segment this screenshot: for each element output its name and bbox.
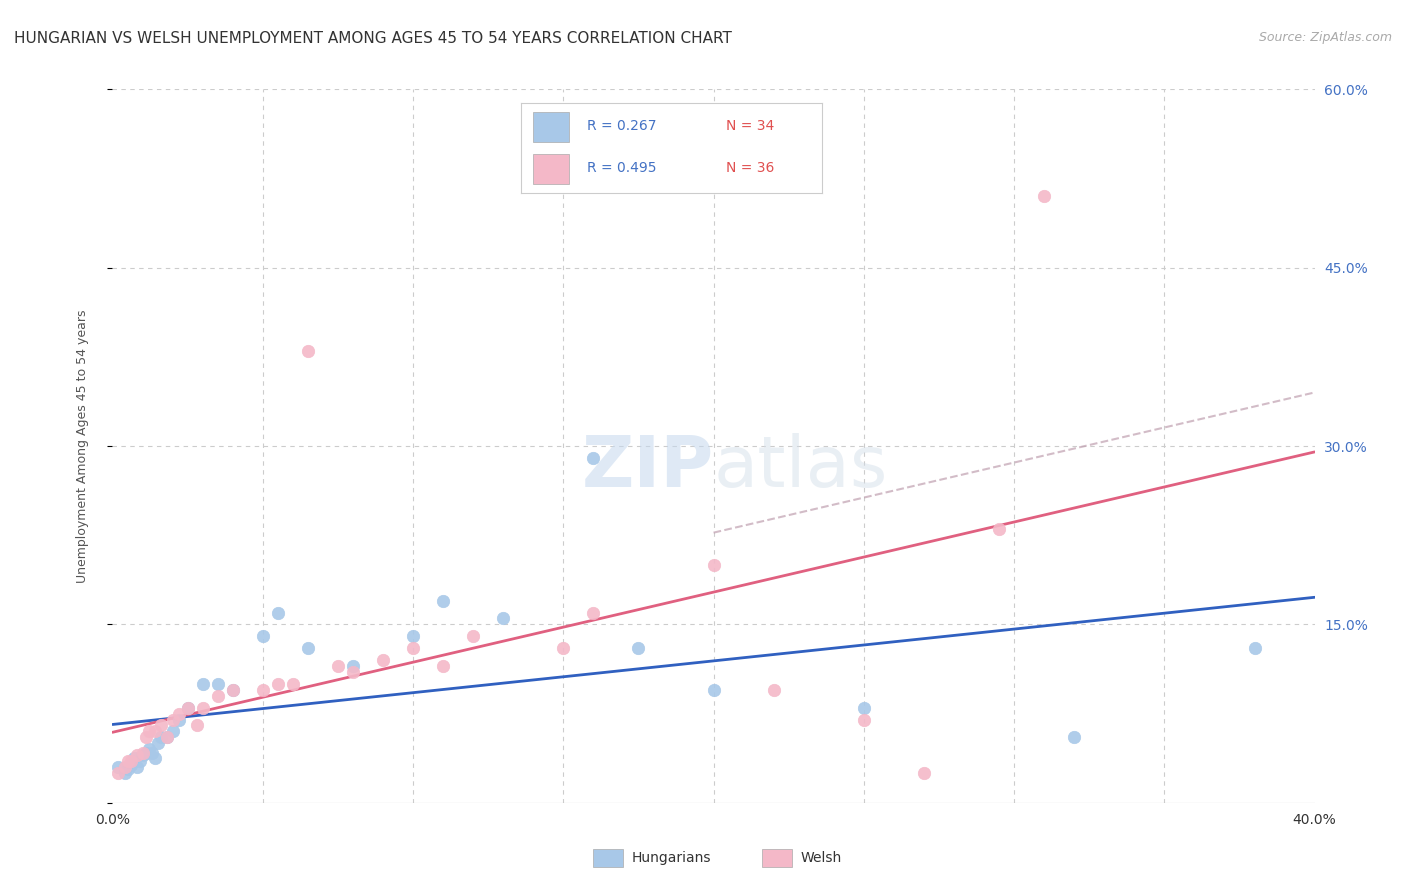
Point bbox=[342, 659, 364, 673]
Point bbox=[149, 718, 172, 732]
Point bbox=[702, 558, 725, 572]
Text: ZIP: ZIP bbox=[581, 433, 713, 502]
Point bbox=[114, 760, 136, 774]
FancyBboxPatch shape bbox=[762, 849, 792, 867]
Point bbox=[402, 629, 425, 643]
Point bbox=[762, 682, 785, 697]
Point bbox=[114, 766, 136, 780]
Point bbox=[432, 659, 454, 673]
Point bbox=[207, 689, 229, 703]
Point bbox=[131, 746, 153, 760]
Point bbox=[702, 682, 725, 697]
Point bbox=[267, 606, 290, 620]
Point bbox=[138, 724, 160, 739]
Point bbox=[162, 713, 184, 727]
Point bbox=[371, 653, 394, 667]
Point bbox=[852, 713, 875, 727]
Point bbox=[176, 700, 198, 714]
Point bbox=[138, 742, 160, 756]
Text: Hungarians: Hungarians bbox=[631, 851, 711, 864]
Point bbox=[582, 606, 605, 620]
Point bbox=[1063, 731, 1085, 745]
Point bbox=[149, 731, 172, 745]
Point bbox=[162, 724, 184, 739]
Point bbox=[191, 677, 214, 691]
Point bbox=[342, 665, 364, 679]
Point bbox=[582, 450, 605, 465]
Point bbox=[122, 750, 145, 764]
Point bbox=[167, 713, 190, 727]
Text: HUNGARIAN VS WELSH UNEMPLOYMENT AMONG AGES 45 TO 54 YEARS CORRELATION CHART: HUNGARIAN VS WELSH UNEMPLOYMENT AMONG AG… bbox=[14, 31, 733, 46]
Point bbox=[191, 700, 214, 714]
Point bbox=[120, 757, 142, 772]
Point bbox=[155, 731, 177, 745]
Point bbox=[1033, 189, 1056, 203]
Point bbox=[852, 700, 875, 714]
Point bbox=[125, 748, 148, 763]
Text: atlas: atlas bbox=[713, 433, 889, 502]
Point bbox=[988, 522, 1011, 536]
Y-axis label: Unemployment Among Ages 45 to 54 years: Unemployment Among Ages 45 to 54 years bbox=[76, 310, 89, 582]
Point bbox=[176, 700, 198, 714]
Point bbox=[432, 593, 454, 607]
Point bbox=[186, 718, 208, 732]
Point bbox=[128, 754, 150, 768]
Point bbox=[281, 677, 304, 691]
Point bbox=[117, 754, 139, 768]
Point bbox=[120, 754, 142, 768]
Point bbox=[222, 682, 245, 697]
Point bbox=[492, 611, 515, 625]
FancyBboxPatch shape bbox=[593, 849, 623, 867]
Point bbox=[297, 343, 319, 358]
Point bbox=[222, 682, 245, 697]
Text: Source: ZipAtlas.com: Source: ZipAtlas.com bbox=[1258, 31, 1392, 45]
Point bbox=[326, 659, 349, 673]
Point bbox=[146, 736, 169, 750]
Point bbox=[117, 763, 139, 777]
Point bbox=[252, 629, 274, 643]
Point bbox=[131, 748, 153, 763]
Point bbox=[167, 706, 190, 721]
Point bbox=[461, 629, 484, 643]
Point bbox=[141, 746, 163, 760]
Point bbox=[107, 766, 129, 780]
Point bbox=[553, 641, 575, 656]
Point bbox=[107, 760, 129, 774]
Point bbox=[297, 641, 319, 656]
Point bbox=[143, 750, 166, 764]
Point bbox=[155, 731, 177, 745]
Point bbox=[912, 766, 935, 780]
Point bbox=[135, 746, 157, 760]
Point bbox=[135, 731, 157, 745]
Point bbox=[267, 677, 290, 691]
Point bbox=[402, 641, 425, 656]
Point bbox=[252, 682, 274, 697]
Point bbox=[125, 760, 148, 774]
Point bbox=[627, 641, 650, 656]
Point bbox=[143, 724, 166, 739]
Text: Welsh: Welsh bbox=[800, 851, 841, 864]
Point bbox=[1243, 641, 1265, 656]
Point bbox=[207, 677, 229, 691]
